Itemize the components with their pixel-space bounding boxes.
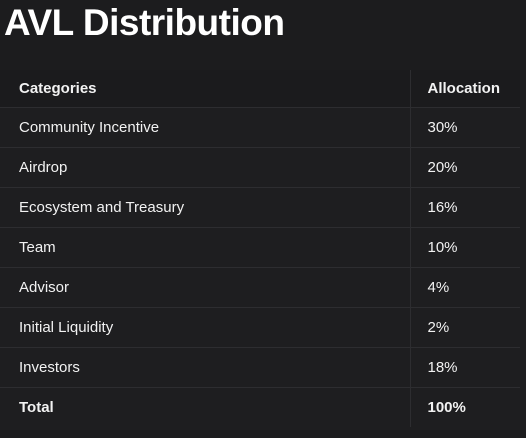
distribution-table: Categories Allocation Community Incentiv… [0,70,520,427]
total-row: Total 100% [0,387,520,427]
table-row: Ecosystem and Treasury 16% [0,187,520,228]
allocation-cell: 2% [410,307,520,348]
category-cell: Community Incentive [0,107,411,148]
total-label: Total [0,387,411,427]
category-cell: Investors [0,347,411,388]
table-row: Airdrop 20% [0,147,520,188]
table-row: Investors 18% [0,347,520,388]
allocation-cell: 30% [410,107,520,148]
total-value: 100% [427,399,466,416]
category-cell: Initial Liquidity [0,307,411,348]
category-cell: Airdrop [0,147,411,188]
allocation-cell: 20% [410,147,520,188]
distribution-table-container: Categories Allocation Community Incentiv… [0,70,526,430]
header-allocation: Allocation [410,70,520,108]
allocation-cell: 18% [410,347,520,388]
table-row: Advisor 4% [0,267,520,308]
allocation-cell: 16% [410,187,520,228]
table-row: Community Incentive 30% [0,107,520,148]
category-cell: Team [0,227,411,268]
table-row: Initial Liquidity 2% [0,307,520,348]
header-categories: Categories [0,70,411,108]
allocation-cell: 4% [410,267,520,308]
category-cell: Ecosystem and Treasury [0,187,411,228]
page-title: AVL Distribution [4,2,285,43]
category-cell: Advisor [0,267,411,308]
allocation-cell: 10% [410,227,520,268]
table-header-row: Categories Allocation [0,70,520,108]
table-row: Team 10% [0,227,520,268]
